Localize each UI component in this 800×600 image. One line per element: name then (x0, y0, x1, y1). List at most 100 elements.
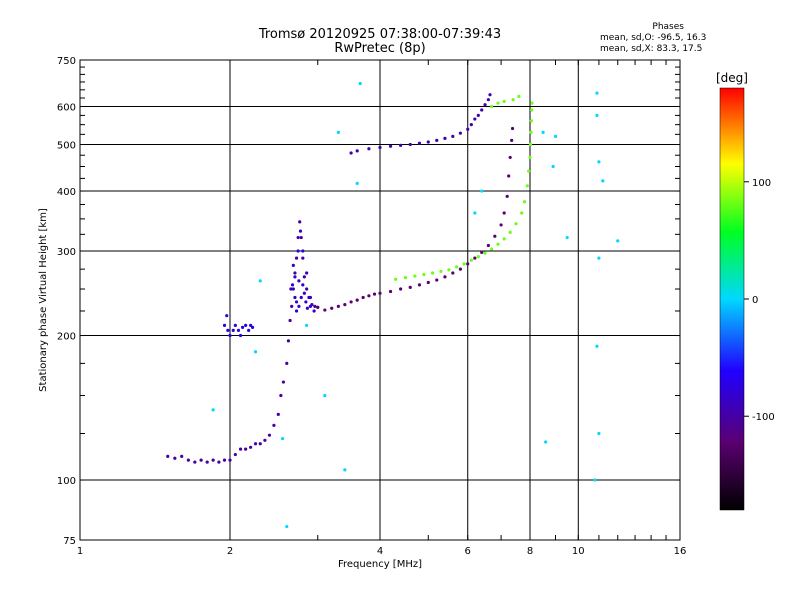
data-point (469, 258, 473, 262)
data-point (258, 442, 262, 446)
x-axis-label: Frequency [MHz] (338, 559, 422, 570)
data-point (297, 304, 301, 309)
data-point (355, 149, 359, 153)
data-point (473, 117, 477, 121)
data-point (289, 287, 293, 291)
data-point (466, 127, 470, 131)
data-point (367, 147, 371, 151)
data-point (305, 287, 309, 291)
data-point (422, 272, 426, 277)
data-point (180, 454, 184, 459)
data-point (222, 458, 227, 462)
data-point (205, 460, 209, 464)
data-point (372, 292, 377, 296)
data-point (250, 325, 255, 329)
data-point (496, 242, 500, 246)
data-point (508, 230, 512, 235)
data-point (305, 271, 309, 275)
data-point (496, 101, 500, 105)
data-point (293, 275, 297, 279)
data-point (228, 458, 232, 462)
data-point (267, 433, 272, 437)
series-low-frequency-blue-trace (166, 220, 320, 464)
data-point (447, 268, 451, 272)
x-tick-label: 16 (674, 546, 687, 557)
x-tick-label: 8 (527, 546, 533, 557)
series-upper-blue-trace (349, 93, 492, 155)
data-point (211, 408, 215, 412)
data-point (443, 136, 447, 140)
data-point (305, 323, 309, 327)
y-tick-label: 100 (57, 476, 76, 487)
data-point (355, 181, 359, 185)
chart-title-line2: RwPretec (8p) (334, 41, 426, 56)
data-point (530, 101, 534, 105)
data-point (530, 108, 534, 112)
grid-lines (80, 60, 680, 540)
data-point (301, 283, 305, 287)
data-point (299, 295, 303, 300)
phases-legend: Phases mean, sd,O: -96.5, 16.3 mean, sd,… (600, 22, 706, 55)
data-point (297, 279, 301, 283)
data-point (228, 333, 232, 338)
x-tick-label: 10 (572, 546, 585, 557)
data-point (616, 239, 620, 243)
data-point (435, 278, 439, 282)
data-point (349, 300, 353, 304)
data-point (330, 306, 334, 310)
data-point (399, 287, 403, 291)
data-point (529, 130, 533, 134)
data-point (296, 235, 300, 240)
data-point (528, 142, 533, 147)
data-point (473, 211, 477, 215)
data-point (525, 184, 529, 188)
data-point (294, 256, 299, 260)
data-point (193, 460, 197, 464)
y-tick-label: 200 (57, 332, 76, 343)
data-point (302, 275, 306, 279)
y-tick-label: 500 (57, 141, 76, 152)
data-point (291, 287, 295, 291)
data-point (285, 361, 289, 365)
series-cusp-scatter (289, 229, 316, 313)
colorbar: [deg] 100 0 -100 (716, 71, 775, 511)
data-point (249, 445, 253, 449)
data-point (231, 328, 235, 332)
data-point (367, 294, 371, 298)
data-point (458, 267, 463, 271)
data-point (316, 305, 320, 309)
data-point (511, 98, 515, 102)
data-point (597, 431, 601, 436)
data-point (462, 262, 466, 266)
data-point (241, 325, 245, 329)
x-tick-label: 2 (227, 546, 233, 557)
data-point (488, 93, 492, 97)
data-point (439, 269, 443, 274)
data-point (302, 291, 306, 295)
axes: 1 2 4 6 8 10 16 75 100 200 300 400 500 600 750 (57, 56, 686, 557)
y-axis-label: Stationary phase Virtual Height [km] (38, 208, 49, 392)
data-point (476, 113, 480, 117)
data-point (294, 300, 299, 304)
data-point (343, 468, 347, 472)
colorbar-tick-label: 0 (752, 295, 758, 306)
data-point (458, 131, 463, 135)
data-point (233, 452, 237, 457)
data-point (293, 295, 297, 300)
data-point (480, 250, 484, 255)
data-point (247, 328, 251, 332)
data-point (299, 235, 303, 240)
data-point (551, 164, 555, 169)
colorbar-tick-label: -100 (752, 412, 775, 423)
data-point (480, 189, 484, 193)
data-point (426, 140, 430, 144)
data-point (493, 234, 497, 238)
data-point (355, 298, 359, 302)
data-point (225, 314, 229, 318)
data-point (291, 263, 295, 267)
colorbar-tick-label: 100 (752, 178, 771, 189)
data-point (408, 285, 412, 289)
data-point (244, 447, 248, 451)
data-point (336, 304, 340, 309)
